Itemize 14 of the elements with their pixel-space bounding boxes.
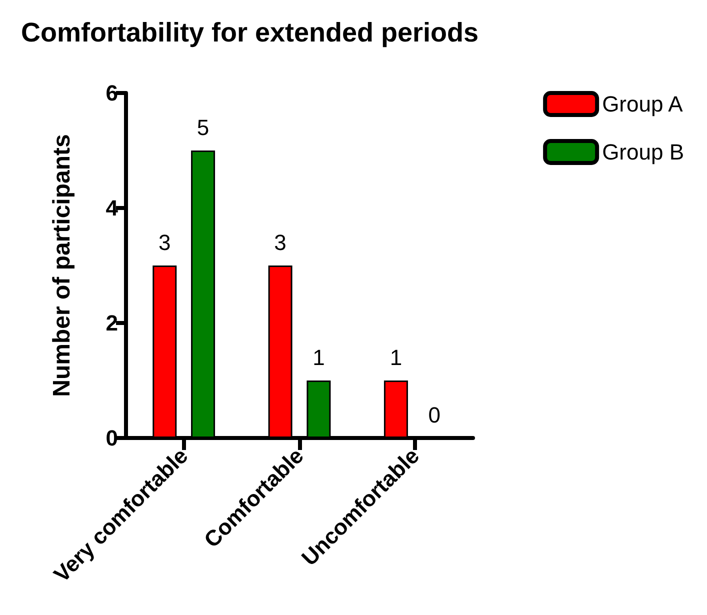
legend-label: Group A — [602, 92, 684, 116]
legend-label: Group B — [602, 140, 684, 164]
data-label: 5 — [196, 115, 210, 140]
chart-title: Comfortability for extended periods — [21, 18, 479, 48]
data-label: 1 — [390, 345, 402, 370]
y-tick-label: 0 — [106, 426, 118, 450]
data-label: 0 — [428, 402, 440, 428]
data-label: 1 — [312, 345, 325, 370]
data-label: 3 — [158, 230, 171, 255]
y-tick-label: 4 — [106, 196, 119, 220]
y-axis-title: Number of participants — [48, 134, 76, 397]
y-tick-label: 2 — [106, 310, 118, 336]
y-tick-label: 6 — [106, 80, 118, 106]
data-label: 3 — [274, 230, 286, 255]
